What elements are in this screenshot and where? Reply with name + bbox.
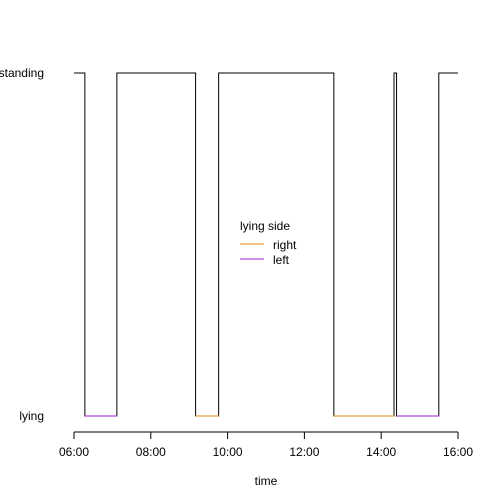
y-tick-label-standing: standing — [0, 66, 44, 80]
y-tick-label-lying: lying — [19, 409, 44, 423]
x-tick-label: 16:00 — [443, 445, 473, 459]
x-tick-label: 06:00 — [59, 445, 89, 459]
legend-label-right: right — [273, 238, 297, 252]
x-axis: 06:00 08:00 10:00 12:00 14:00 16:00 — [59, 431, 473, 459]
legend-title: lying side — [240, 219, 290, 233]
x-tick-label: 12:00 — [289, 445, 319, 459]
x-tick-label: 10:00 — [213, 445, 243, 459]
x-tick-label: 14:00 — [366, 445, 396, 459]
series-layer — [74, 72, 458, 417]
x-tick-label: 08:00 — [136, 445, 166, 459]
legend-label-left: left — [273, 253, 290, 267]
x-axis-title: time — [255, 474, 278, 488]
y-axis: lying standing — [0, 66, 44, 423]
posture-step-line — [74, 72, 458, 417]
